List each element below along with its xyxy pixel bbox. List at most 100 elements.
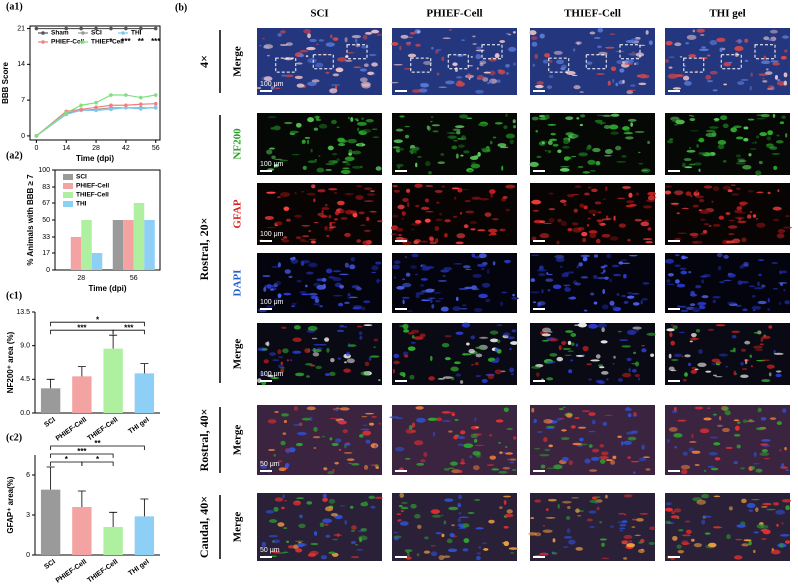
micrograph-texture	[547, 140, 553, 146]
micrograph-texture	[505, 32, 510, 35]
micrograph-texture	[712, 295, 721, 299]
micrograph-texture	[716, 424, 724, 427]
micrograph-texture	[438, 86, 447, 88]
micrograph-texture	[307, 81, 317, 87]
scale-label: 100 μm	[260, 161, 284, 168]
micrograph-texture	[315, 365, 322, 370]
micrograph-texture	[739, 202, 746, 207]
micrograph-texture	[326, 234, 330, 237]
micrograph-texture	[630, 122, 633, 127]
panel-label: (c1)	[6, 290, 22, 301]
data-point	[94, 105, 98, 110]
micrograph-texture	[531, 36, 538, 40]
micrograph-texture	[548, 192, 554, 195]
micrograph-texture	[304, 136, 311, 139]
micrograph-texture	[753, 549, 756, 554]
micrograph-texture	[713, 525, 721, 529]
micrograph-texture	[601, 542, 605, 547]
micrograph-texture	[411, 89, 422, 93]
micrograph-texture	[613, 215, 616, 221]
panel-label: (a2)	[6, 150, 23, 161]
micrograph-texture	[606, 378, 609, 381]
micrograph-texture	[530, 278, 536, 283]
micrograph-texture	[754, 141, 757, 144]
micrograph-texture	[367, 193, 376, 197]
micrograph-texture	[502, 466, 511, 470]
micrograph-texture	[300, 260, 305, 266]
micrograph-texture	[615, 145, 622, 151]
micrograph-texture	[392, 184, 398, 188]
micrograph-texture	[331, 119, 337, 125]
micrograph-texture	[761, 448, 768, 453]
micrograph-texture	[282, 494, 285, 499]
micrograph-texture	[474, 362, 479, 366]
micrograph-texture	[689, 232, 699, 237]
micrograph-texture	[531, 116, 539, 121]
micrograph-texture	[734, 216, 745, 220]
micrograph-texture	[462, 265, 471, 269]
micrograph-texture	[546, 85, 553, 89]
micrograph-texture	[577, 322, 587, 328]
micrograph-texture	[281, 506, 285, 510]
micrograph-texture	[595, 238, 601, 244]
micrograph-texture	[621, 295, 627, 298]
micrograph-texture	[574, 417, 580, 420]
micrograph-texture	[775, 509, 786, 515]
micrograph-texture	[736, 206, 743, 211]
micrograph-texture	[733, 370, 737, 376]
micrograph-texture	[574, 185, 582, 188]
micrograph-texture	[459, 469, 463, 474]
micrograph-texture	[592, 213, 596, 216]
micrograph-texture	[591, 188, 598, 193]
micrograph-texture	[455, 241, 464, 245]
micrograph-texture	[635, 517, 644, 522]
micrograph-texture	[256, 86, 262, 90]
micrograph-texture	[672, 87, 682, 90]
micrograph-texture	[682, 378, 687, 382]
micrograph-texture	[733, 433, 741, 437]
micrograph-texture	[751, 466, 756, 470]
micrograph-texture	[754, 349, 763, 351]
micrograph-texture	[463, 538, 470, 544]
micrograph-texture	[334, 211, 340, 216]
micrograph-texture	[759, 452, 770, 456]
micrograph-texture	[557, 218, 562, 223]
micrograph-texture	[740, 374, 749, 379]
row-label: DAPI	[232, 270, 244, 297]
micrograph-texture	[324, 225, 328, 231]
micrograph-texture	[328, 214, 332, 219]
micrograph-texture	[595, 160, 601, 166]
micrograph-texture	[264, 215, 274, 220]
micrograph-texture	[420, 278, 428, 281]
micrograph-texture	[498, 441, 502, 444]
micrograph-texture	[684, 80, 692, 86]
micrograph-texture	[617, 435, 622, 438]
micrograph-texture	[459, 380, 464, 384]
micrograph-texture	[583, 205, 588, 210]
micrograph-texture	[784, 540, 791, 544]
micrograph-texture	[575, 508, 580, 513]
micrograph-texture	[404, 134, 410, 139]
micrograph-texture	[413, 440, 424, 446]
micrograph-texture	[505, 208, 511, 212]
micrograph-texture	[265, 342, 269, 346]
micrograph-texture	[758, 73, 768, 77]
micrograph-texture	[543, 437, 548, 443]
micrograph-texture	[594, 201, 602, 205]
micrograph-texture	[534, 53, 539, 59]
micrograph-texture	[494, 53, 500, 59]
micrograph-texture	[440, 306, 449, 312]
micrograph-texture	[711, 131, 717, 137]
micrograph-texture	[405, 556, 412, 560]
micrograph-texture	[646, 332, 657, 336]
micrograph-texture	[416, 30, 421, 34]
micrograph-texture	[621, 540, 629, 544]
micrograph-texture	[675, 119, 685, 125]
micrograph-texture	[283, 292, 292, 296]
x-tick-label: 56	[130, 275, 138, 282]
micrograph-texture	[588, 469, 598, 472]
micrograph-texture	[591, 456, 600, 461]
micrograph-texture	[472, 43, 477, 45]
micrograph-texture	[401, 296, 410, 299]
micrograph-texture	[332, 73, 340, 77]
